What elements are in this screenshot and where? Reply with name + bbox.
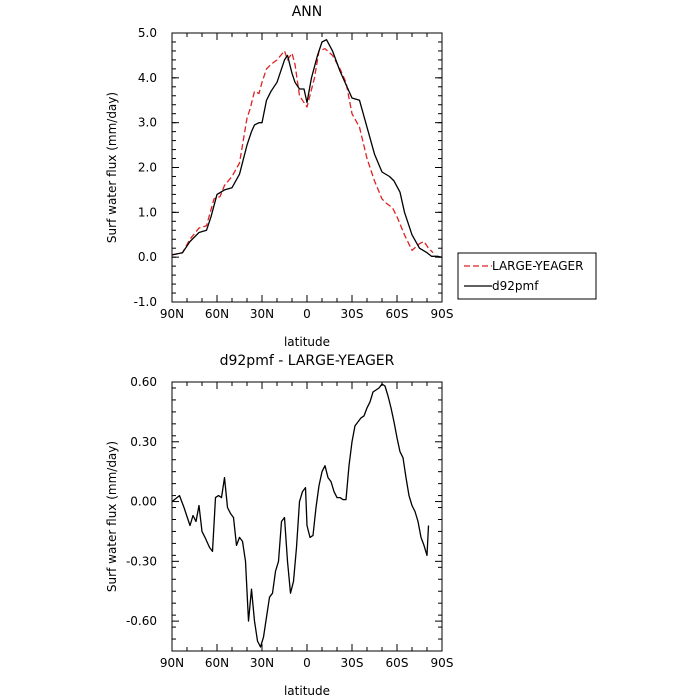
top-panel-mean-flux: ANN 90N 60N 30N 0 30S 60S 90S -1.0 0.0 1.0 2.0 3.0 4.… xyxy=(105,4,597,349)
y-tick-label: 0.60 xyxy=(130,375,157,389)
bottom-panel-difference: d92pmf - LARGE-YEAGER 90N 60N 30N 0 30S 60S 90S… xyxy=(105,353,453,698)
difference-line xyxy=(171,383,430,648)
x-tick-label: 30S xyxy=(341,307,364,321)
y-tick-label: 5.0 xyxy=(138,26,157,40)
x-tick-label: 0 xyxy=(303,656,311,670)
y-tick-label: 0.30 xyxy=(130,435,157,449)
x-tick-label: 60S xyxy=(386,656,409,670)
chart-title: ANN xyxy=(292,4,323,20)
y-tick-label: 0.00 xyxy=(130,495,157,509)
x-tick-label: 60N xyxy=(205,656,229,670)
x-tick-label: 30S xyxy=(341,656,364,670)
series-line-d92pmf xyxy=(171,39,443,258)
x-tick-label: 30N xyxy=(250,656,274,670)
y-tick-label: -0.60 xyxy=(126,614,157,628)
x-axis-label: latitude xyxy=(284,335,330,349)
y-tick-label: 0.0 xyxy=(138,250,157,264)
legend-entry: d92pmf xyxy=(492,279,539,293)
y-axis-label: Surf water flux (mm/day) xyxy=(105,92,119,243)
y-tick-label: 2.0 xyxy=(138,161,157,175)
legend: LARGE-YEAGER d92pmf xyxy=(457,252,597,300)
x-tick-label: 60S xyxy=(386,307,409,321)
x-tick-label: 60N xyxy=(205,307,229,321)
y-tick-label: -1.0 xyxy=(134,295,157,309)
x-tick-label: 90S xyxy=(431,307,454,321)
y-tick-label: 4.0 xyxy=(138,71,157,85)
y-tick-label: 1.0 xyxy=(138,205,157,219)
y-tick-label: 3.0 xyxy=(138,116,157,130)
y-tick-label: -0.30 xyxy=(126,554,157,568)
x-tick-label: 90N xyxy=(160,656,184,670)
legend-entry: LARGE-YEAGER xyxy=(492,259,583,273)
x-tick-label: 90S xyxy=(431,656,454,670)
y-axis-label: Surf water flux (mm/day) xyxy=(105,441,119,592)
x-axis-label: latitude xyxy=(284,684,330,698)
legend-box xyxy=(457,252,597,300)
x-tick-label: 30N xyxy=(250,307,274,321)
x-tick-label: 0 xyxy=(303,307,311,321)
chart-title: d92pmf - LARGE-YEAGER xyxy=(220,353,395,369)
x-tick-label: 90N xyxy=(160,307,184,321)
